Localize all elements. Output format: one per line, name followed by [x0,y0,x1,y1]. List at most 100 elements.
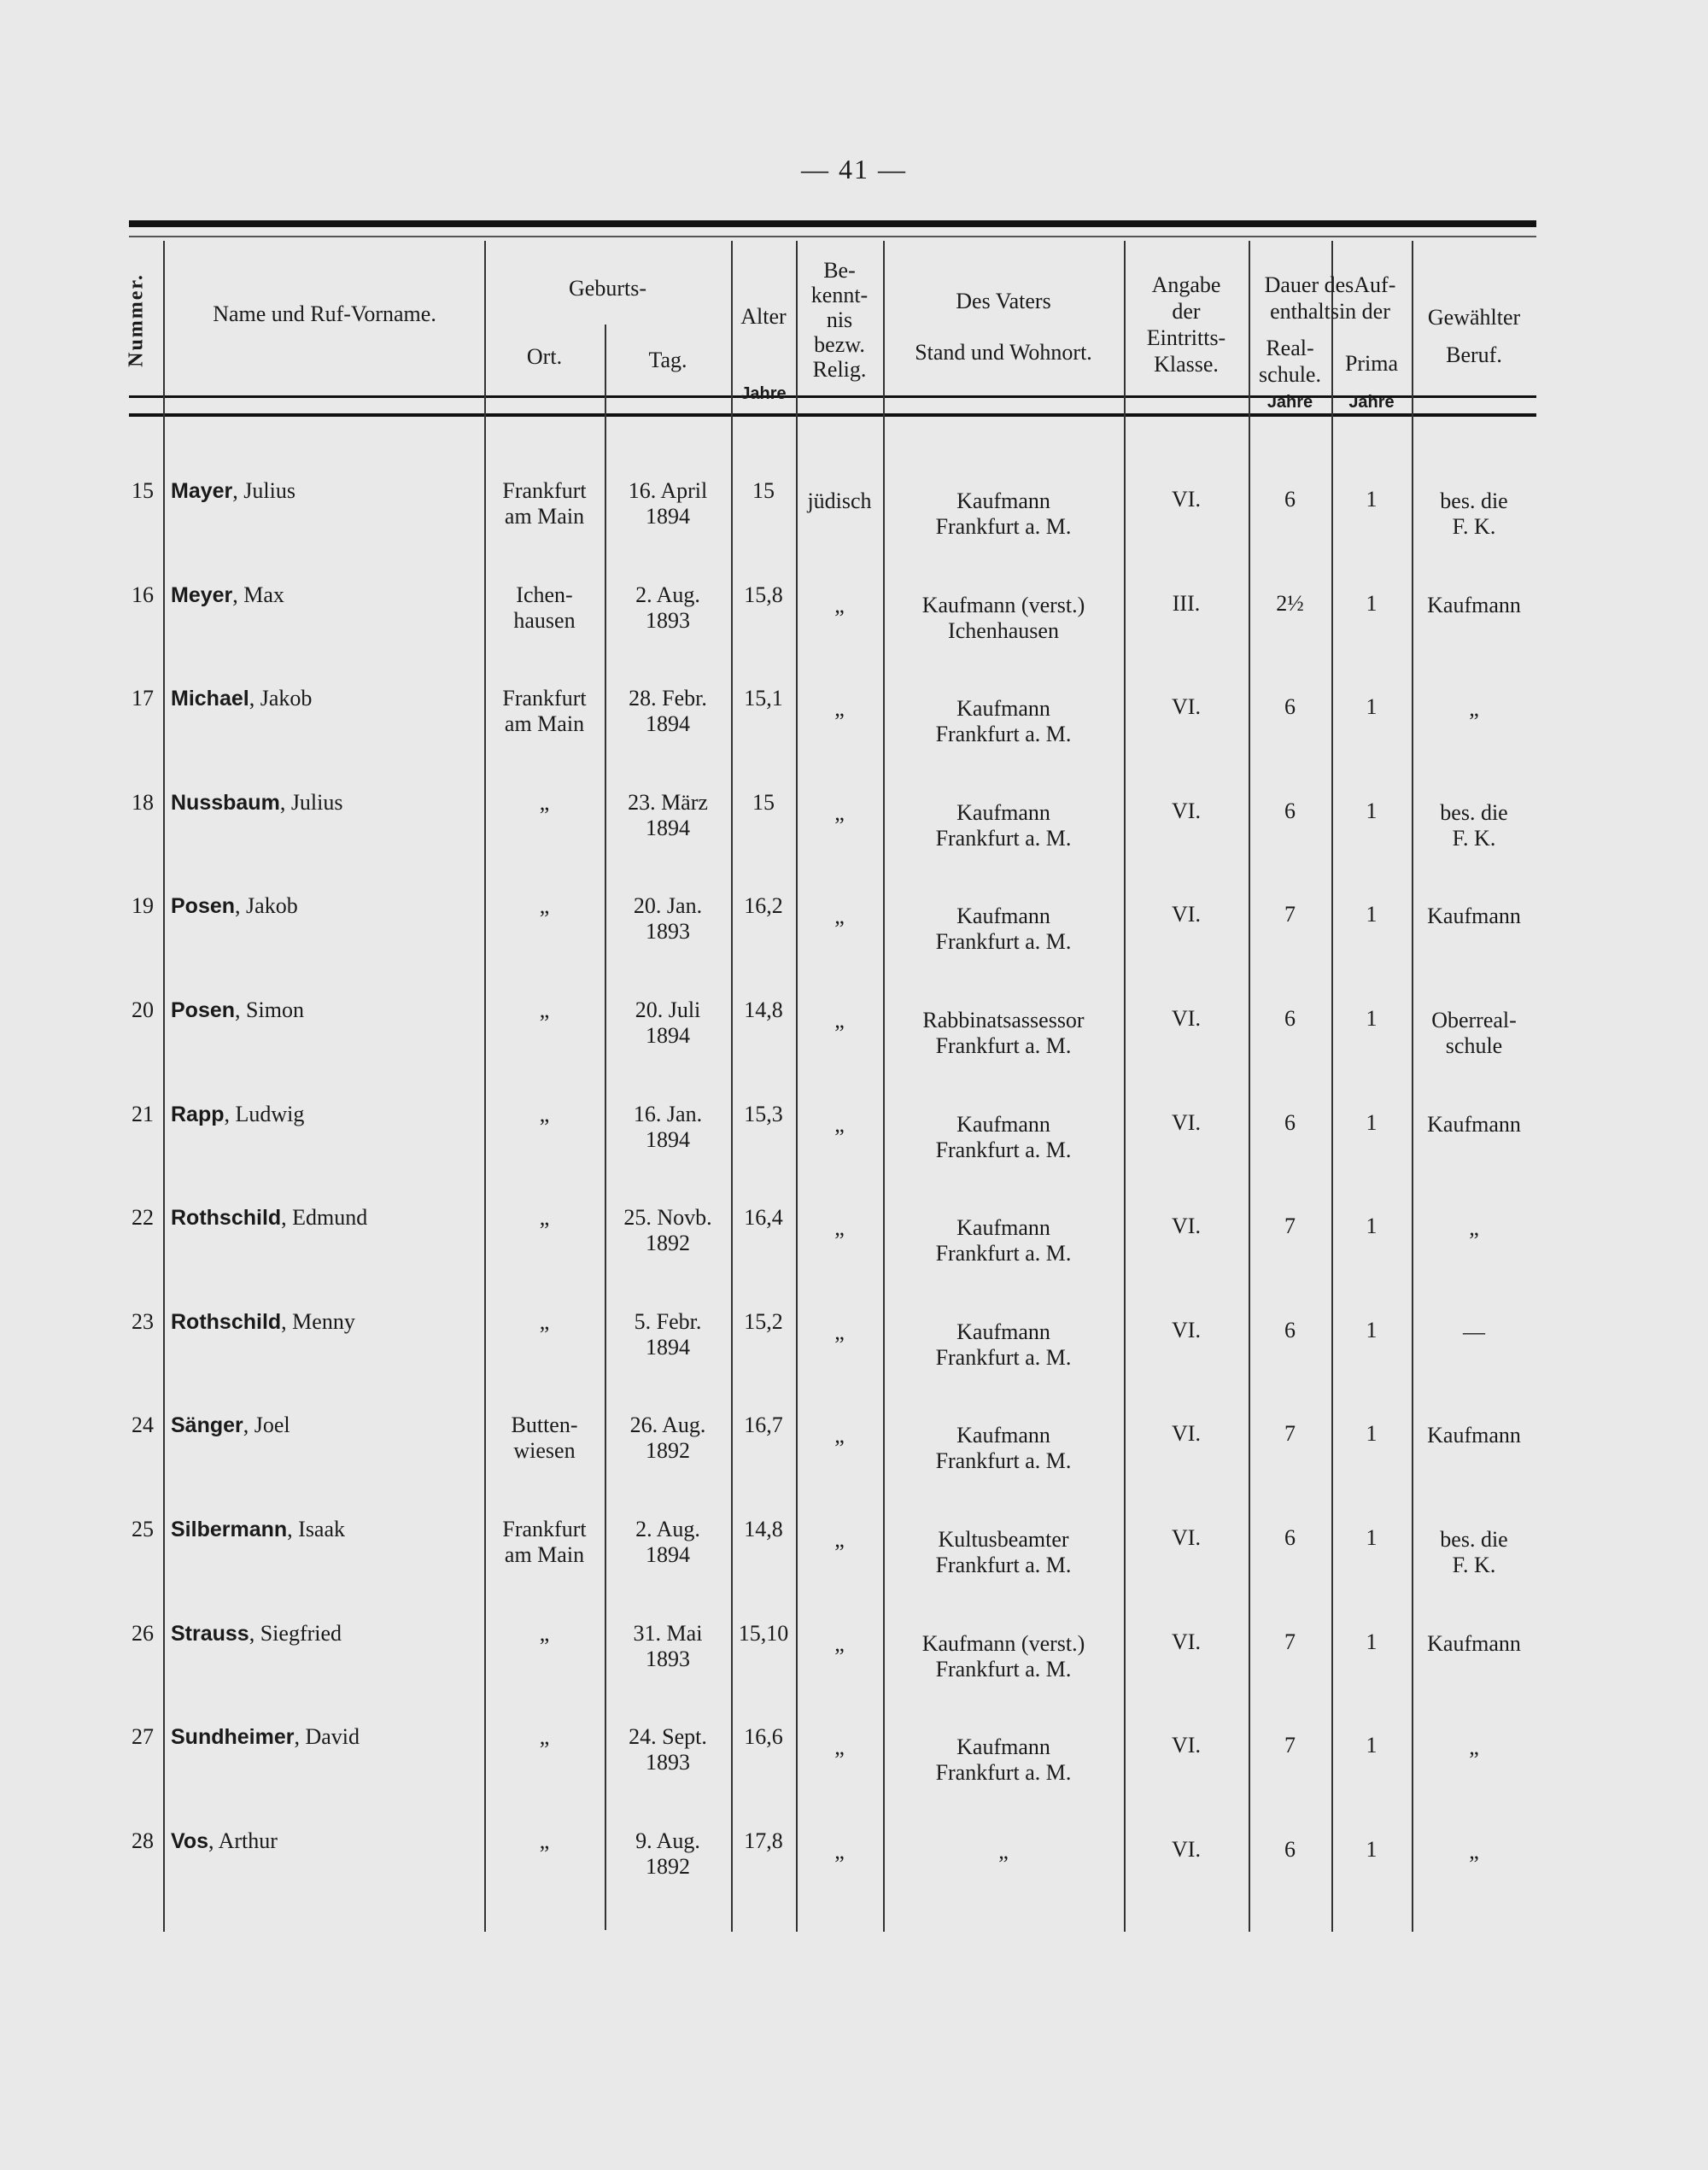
row-number: 21 [132,1101,154,1126]
father-occupation-line: Frankfurt a. M. [935,1553,1072,1577]
birth-date-line: 16. Jan. [633,1101,703,1126]
birth-date-line: 2. Aug. [635,582,700,607]
birth-date: 16. Jan. 1894 [605,1102,731,1153]
birthplace-line: „ [539,1724,550,1750]
father-occupation-line: Frankfurt a. M. [935,514,1072,539]
header-prima-unit: Jahre [1348,393,1395,412]
row-number: 19 [132,893,154,919]
birth-date-line: 1892 [646,1853,690,1879]
student-name: Rothschild, Menny [171,1309,478,1335]
father-occupation: Kaufmann Frankfurt a. M. [883,1734,1124,1786]
student-name: Sundheimer, David [171,1724,478,1750]
birthplace: „ [484,1102,605,1127]
chosen-profession: — [1412,1319,1536,1345]
text: der [1172,299,1201,324]
birthplace-line: „ [539,1620,550,1646]
birth-date-line: 1893 [646,1646,690,1671]
birthplace-line: „ [539,997,550,1022]
age: 14,8 [744,1517,783,1541]
father-occupation-line: Frankfurt a. M. [935,1137,1072,1162]
birth-date-line: 1894 [646,1126,690,1152]
age: 15,2 [744,1308,783,1334]
birthplace-line: Frankfurt [502,1517,587,1541]
prima-years: 1 [1366,798,1378,823]
realschule-years: 6 [1284,487,1296,512]
text: Be- [823,258,856,283]
surname: Sänger [171,1413,243,1438]
birth-date-line: 25. Novb. [623,1205,712,1231]
table-row: 19 Posen, Jakob „ 20. Jan. 1893 16,2 „ Kaufmann… [0,893,1708,996]
birthplace: Frankfurt am Main [484,686,605,737]
row-number: 24 [132,1413,154,1438]
header-bottom-rule-2 [129,413,1536,417]
birthplace-line: „ [539,1828,550,1853]
entry-class: VI. [1172,1006,1201,1031]
chosen-profession: Kaufmann [1412,1423,1536,1448]
header-geburts: Geburts- [569,276,646,301]
father-occupation-line: Rabbinatsassessor [922,1008,1085,1032]
first-name: , Jakob [249,686,313,711]
religion: „ [834,1527,845,1552]
father-occupation-line: Kultusbeamter [938,1527,1069,1552]
birth-date: 28. Febr. 1894 [605,686,731,737]
chosen-profession: bes. die F. K. [1412,1527,1536,1578]
age: 16,6 [744,1724,783,1750]
birth-date-line: 1894 [646,1542,690,1567]
birth-date-line: 1894 [646,504,690,529]
realschule-years: 7 [1284,1733,1296,1758]
age: 15,10 [738,1620,789,1646]
column-line [1412,241,1413,1932]
table-row: 21 Rapp, Ludwig „ 16. Jan. 1894 15,3 „ Kaufmann… [0,1102,1708,1204]
birthplace: Butten-wiesen [484,1413,605,1464]
table-row: 23 Rothschild, Menny „ 5. Febr. 1894 15,2 „ Kau… [0,1309,1708,1412]
header-tag: Tag. [648,348,687,372]
chosen-profession: „ [1412,696,1536,722]
row-number: 27 [132,1724,154,1750]
religion: „ [834,904,845,929]
header-eintritt: Angabe der Eintritts- Klasse. [1124,272,1249,377]
prima-years: 1 [1366,590,1378,616]
father-occupation-line: Kaufmann [956,1734,1050,1760]
father-occupation-line: Kaufmann [956,1111,1050,1137]
text: Gewählter [1427,305,1521,330]
chosen-profession-line: F. K. [1452,825,1496,851]
father-occupation-line: Kaufmann [956,1319,1050,1344]
birthplace-line: Frankfurt [502,686,587,711]
chosen-profession: Kaufmann [1412,1112,1536,1138]
header-alter-unit: Jahre [740,384,787,403]
realschule-years: 6 [1284,1109,1296,1135]
religion: „ [834,799,845,825]
chosen-profession-line: Oberreal- [1431,1008,1517,1032]
student-name: Michael, Jakob [171,686,478,711]
birthplace-line: „ [539,893,550,919]
chosen-profession-line: Kaufmann [1427,1630,1521,1656]
birth-date-line: 20. Jan. [633,893,703,919]
table-row: 25 Silbermann, Isaak Frankfurt am Main 2. Au… [0,1517,1708,1619]
surname: Posen [171,998,236,1022]
entry-class: VI. [1172,487,1201,512]
chosen-profession: „ [1412,1839,1536,1864]
student-name: Rothschild, Edmund [171,1205,478,1231]
first-name: , David [294,1724,360,1750]
row-number: 23 [132,1308,154,1334]
birth-date-line: 5. Febr. [634,1308,702,1334]
birthplace-line: „ [539,789,550,815]
age: 16,7 [744,1413,783,1438]
father-occupation-line: Kaufmann [956,904,1050,929]
birth-date: 25. Novb. 1892 [605,1205,731,1256]
birthplace: „ [484,1828,605,1854]
row-number: 22 [132,1205,154,1231]
father-occupation-line: Kaufmann (verst.) [921,1630,1085,1656]
surname: Mayer [171,479,233,503]
age: 15,8 [744,582,783,607]
religion: „ [834,1319,845,1344]
entry-class: VI. [1172,798,1201,823]
birthplace-line: am Main [504,504,585,529]
surname: Vos [171,1828,208,1853]
text: Angabe [1151,272,1221,297]
surname: Silbermann [171,1518,288,1541]
column-line [1249,241,1250,1932]
header-realschule-unit: Jahre [1266,393,1313,412]
table-row: 26 Strauss, Siegfried „ 31. Mai 1893 15,10 „ Ka… [0,1621,1708,1723]
birthplace-line: „ [539,1205,550,1231]
